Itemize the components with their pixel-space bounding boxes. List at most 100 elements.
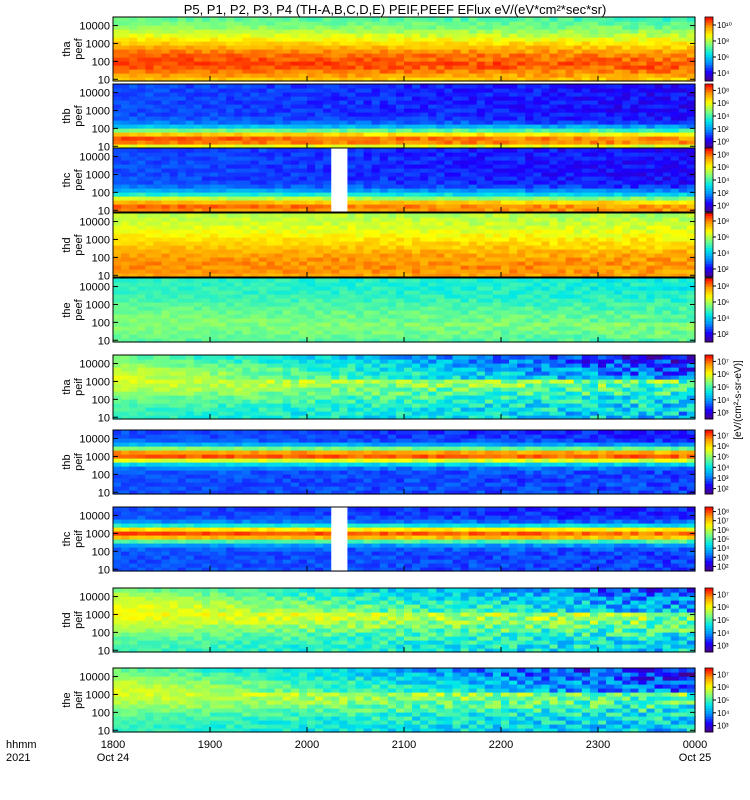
spectrogram-cell (509, 104, 518, 109)
spectrogram-cell (517, 225, 526, 230)
spectrogram-cell (129, 184, 138, 189)
spectrogram-cell (492, 261, 502, 266)
spectrogram-cell (420, 208, 429, 213)
spectrogram-cell (549, 73, 559, 78)
spectrogram-cell (436, 25, 446, 30)
spectrogram-cell (371, 164, 381, 169)
spectrogram-cell (250, 257, 260, 262)
spectrogram-cell (266, 249, 276, 254)
spectrogram-cell (484, 41, 494, 46)
spectrogram-cell (638, 180, 648, 185)
spectrogram-cell (606, 124, 615, 129)
spectrogram-cell (193, 290, 203, 295)
spectrogram-cell (678, 104, 688, 109)
spectrogram-cell (395, 73, 405, 78)
spectrogram-cell (169, 112, 179, 117)
spectrogram-cell (598, 221, 607, 226)
spectrogram-cell (678, 73, 688, 78)
spectrogram-cell (412, 144, 421, 149)
spectrogram-cell (323, 265, 332, 270)
spectrogram-cell (177, 265, 187, 270)
spectrogram-cell (492, 188, 502, 193)
spectrogram-cell (121, 188, 130, 193)
spectrogram-cell (436, 96, 446, 101)
spectrogram-cell (476, 200, 486, 205)
spectrogram-cell (581, 17, 591, 22)
spectrogram-cell (137, 180, 146, 185)
spectrogram-cell (606, 84, 615, 89)
spectrogram-cell (137, 116, 146, 121)
spectrogram-cell (395, 148, 405, 153)
spectrogram-cell (484, 120, 494, 125)
spectrogram-cell (234, 237, 243, 242)
spectrogram-cell (549, 96, 559, 101)
spectrogram-cell (589, 192, 599, 197)
spectrogram-cell (266, 176, 276, 181)
spectrogram-cell (598, 21, 607, 26)
spectrogram-cell (598, 265, 607, 270)
spectrogram-cell (193, 140, 203, 145)
spectrogram-cell (670, 45, 680, 50)
spectrogram-cell (452, 156, 462, 161)
spectrogram-cell (646, 84, 656, 89)
spectrogram-cell (428, 57, 437, 62)
spectrogram-cell (525, 273, 534, 278)
spectrogram-cell (185, 33, 195, 38)
spectrogram-cell (169, 148, 179, 153)
spectrogram-cell (363, 156, 373, 161)
colorbar-swatch (705, 94, 713, 98)
spectrogram-cell (234, 148, 243, 153)
spectrogram-cell (323, 168, 332, 173)
spectrogram-cell (347, 57, 357, 62)
spectrogram-cell (339, 225, 349, 230)
spectrogram-cell (517, 229, 526, 234)
spectrogram-cell (185, 314, 195, 319)
spectrogram-cell (468, 57, 478, 62)
spectrogram-cell (363, 41, 373, 46)
spectrogram-cell (436, 249, 446, 254)
spectrogram-cell (565, 261, 575, 266)
spectrogram-cell (371, 241, 381, 246)
spectrogram-cell (177, 41, 187, 46)
spectrogram-cell (169, 100, 179, 105)
spectrogram-cell (161, 17, 171, 22)
spectrogram-cell (686, 57, 696, 62)
spectrogram-cell (226, 45, 235, 50)
spectrogram-cell (606, 148, 615, 153)
spectrogram-cell (638, 29, 648, 34)
colorbar-swatch (705, 177, 713, 181)
spectrogram-cell (662, 148, 672, 153)
spectrogram-cell (193, 57, 203, 62)
spectrogram-cell (371, 37, 381, 42)
spectrogram-cell (266, 213, 276, 218)
spectrogram-cell (201, 152, 211, 157)
spectrogram-cell (541, 140, 551, 145)
spectrogram-cell (355, 57, 365, 62)
spectrogram-cell (290, 172, 300, 177)
spectrogram-cell (363, 61, 373, 66)
spectrogram-cell (460, 148, 470, 153)
spectrogram-cell (201, 188, 211, 193)
spectrogram-cell (589, 176, 599, 181)
spectrogram-cell (581, 57, 591, 62)
spectrogram-cell (258, 249, 268, 254)
spectrogram-cell (161, 229, 171, 234)
spectrogram-cell (638, 160, 648, 165)
spectrogram-cell (678, 37, 688, 42)
spectrogram-cell (452, 96, 462, 101)
spectrogram-cell (137, 310, 146, 315)
spectrogram-cell (630, 196, 640, 201)
spectrogram-cell (662, 96, 672, 101)
spectrogram-cell (614, 261, 623, 266)
spectrogram-cell (412, 116, 421, 121)
spectrogram-cell (404, 200, 413, 205)
spectrogram-cell (121, 164, 130, 169)
spectrogram-cell (541, 37, 551, 42)
spectrogram-cell (638, 168, 648, 173)
spectrogram-cell (557, 116, 567, 121)
spectrogram-cell (153, 132, 163, 137)
spectrogram-cell (347, 160, 357, 165)
spectrogram-cell (266, 61, 276, 66)
spectrogram-cell (137, 136, 146, 141)
